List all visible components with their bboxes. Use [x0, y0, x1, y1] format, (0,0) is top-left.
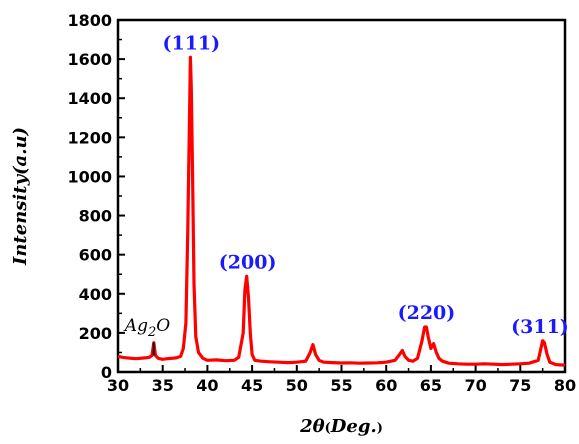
y-tick-label: 1000 [67, 167, 112, 186]
x-tick-label: 40 [196, 376, 218, 395]
x-tick-label: 75 [509, 376, 531, 395]
y-tick-label: 1200 [67, 128, 112, 147]
y-tick-label: 0 [101, 363, 112, 382]
y-tick-label: 400 [79, 285, 112, 304]
peak-label: (111) [162, 32, 220, 54]
phase-label: Ag2O [123, 316, 170, 340]
x-tick-label: 60 [375, 376, 397, 395]
x-tick-label: 35 [152, 376, 174, 395]
peak-label: (220) [398, 302, 456, 324]
y-tick-label: 200 [79, 324, 112, 343]
peak-label: (200) [219, 251, 277, 273]
x-axis-title: 2θ(Deg.) [299, 416, 383, 437]
x-tick-label: 50 [286, 376, 308, 395]
y-tick-label: 1600 [67, 50, 112, 69]
x-tick-label: 55 [330, 376, 352, 395]
y-tick-label: 600 [79, 246, 112, 265]
x-tick-label: 45 [241, 376, 263, 395]
y-tick-label: 800 [79, 207, 112, 226]
xrd-series-line [117, 55, 566, 367]
x-tick-label: 80 [554, 376, 576, 395]
y-tick-label: 1800 [67, 11, 112, 30]
x-tick-label: 65 [420, 376, 442, 395]
y-tick-label: 1400 [67, 89, 112, 108]
y-axis-title: Intensity(a.u) [10, 127, 31, 266]
peak-label: (311) [511, 316, 569, 338]
x-tick-label: 70 [464, 376, 486, 395]
x-tick-label: 30 [107, 376, 129, 395]
